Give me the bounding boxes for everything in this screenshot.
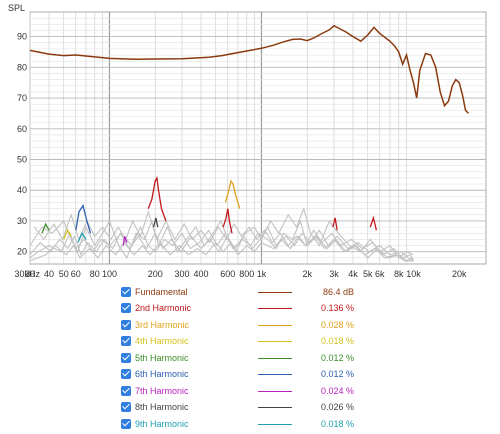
legend-swatch	[258, 325, 292, 326]
gray-trace	[29, 206, 414, 260]
legend-value: 0.028 %	[320, 320, 354, 330]
legend-swatch	[258, 424, 292, 425]
y-tick-label: 70	[17, 93, 27, 103]
series-layer	[29, 24, 470, 246]
legend-row-5th-harmonic[interactable]: 5th Harmonic 0.012 %	[0, 351, 500, 367]
6th-harmonic-line	[75, 203, 92, 234]
legend-label: 2nd Harmonic	[135, 303, 192, 313]
legend-value: 0.026 %	[320, 402, 354, 412]
legend-swatch	[258, 341, 292, 342]
8th-harmonic-checkbox[interactable]	[121, 402, 131, 412]
9th-harmonic-line	[77, 231, 87, 243]
legend-value: 0.012 %	[320, 369, 354, 379]
y-axis-title: SPL	[8, 3, 25, 13]
legend-value: 0.024 %	[320, 386, 354, 396]
legend-swatch	[258, 407, 292, 408]
x-tick-label: 10k	[406, 269, 421, 279]
y-ticks: 20 30 40 50 60 70 80 90	[17, 32, 27, 257]
2nd-harmonic-peak	[332, 217, 338, 231]
x-tick-label: 200	[148, 269, 163, 279]
legend-value: 0.136 %	[320, 303, 354, 313]
x-tick-label: 600	[220, 269, 235, 279]
plot-frame	[29, 11, 487, 265]
legend-row-2nd-harmonic[interactable]: 2nd Harmonic 0.136 %	[0, 301, 500, 317]
legend-value: 86.4 dB	[322, 287, 354, 297]
2nd-harmonic-checkbox[interactable]	[121, 303, 131, 313]
gray-trace	[33, 209, 414, 262]
9th-harmonic-checkbox[interactable]	[121, 419, 131, 429]
8th-harmonic-line	[152, 217, 159, 228]
x-tick-label: 400	[193, 269, 208, 279]
x-tick-label: 5k	[363, 269, 373, 279]
3rd-harmonic-checkbox[interactable]	[121, 320, 131, 330]
background-traces	[29, 206, 414, 262]
x-tick-label: 60	[71, 269, 81, 279]
legend-swatch	[258, 391, 292, 392]
legend-row-9th-harmonic[interactable]: 9th Harmonic 0.018 %	[0, 417, 500, 433]
7th-harmonic-line	[122, 236, 128, 246]
x-tick-label: 800	[239, 269, 254, 279]
4th-harmonic-line	[63, 228, 72, 240]
x-tick-label: 20k	[452, 269, 467, 279]
x-tick-label: 100	[102, 269, 117, 279]
legend-row-7th-harmonic[interactable]: 7th Harmonic 0.024 %	[0, 384, 500, 400]
legend-row-fundamental[interactable]: Fundamental 86.4 dB	[0, 285, 500, 301]
legend-label: 4th Harmonic	[135, 336, 189, 346]
y-tick-label: 80	[17, 62, 27, 72]
legend-value: 0.018 %	[320, 419, 354, 429]
x-tick-label: 300	[174, 269, 189, 279]
legend-swatch	[258, 358, 292, 359]
x-tick-label: 30	[25, 269, 35, 279]
x-tick-label: 30kHz	[14, 269, 40, 279]
x-tick-label: 80	[90, 269, 100, 279]
y-tick-label: 40	[17, 185, 27, 195]
x-tick-label: 6k	[375, 269, 385, 279]
5th-harmonic-checkbox[interactable]	[121, 353, 131, 363]
legend-swatch	[258, 374, 292, 375]
fundamental-line	[29, 24, 470, 114]
x-tick-label: 3k	[329, 269, 339, 279]
legend-row-8th-harmonic[interactable]: 8th Harmonic 0.026 %	[0, 400, 500, 416]
5th-harmonic-line	[41, 222, 50, 234]
y-tick-label: 60	[17, 124, 27, 134]
gray-trace	[29, 225, 414, 262]
grid	[29, 11, 487, 265]
x-tick-label: 8k	[394, 269, 404, 279]
4th-harmonic-checkbox[interactable]	[121, 336, 131, 346]
fundamental-checkbox[interactable]	[121, 287, 131, 297]
legend-swatch	[258, 308, 292, 309]
gray-trace	[29, 229, 414, 262]
2nd-harmonic-peak	[369, 215, 378, 231]
x-tick-label: 50	[59, 269, 69, 279]
2nd-harmonic-peak	[222, 208, 233, 234]
legend-row-4th-harmonic[interactable]: 4th Harmonic 0.018 %	[0, 334, 500, 350]
y-tick-label: 50	[17, 155, 27, 165]
2nd-harmonic-line	[147, 175, 167, 222]
legend-label: 8th Harmonic	[135, 402, 189, 412]
legend-value: 0.018 %	[320, 336, 354, 346]
legend-label: 6th Harmonic	[135, 369, 189, 379]
3rd-harmonic-line	[224, 179, 241, 209]
legend-label: 9th Harmonic	[135, 419, 189, 429]
legend-row-6th-harmonic[interactable]: 6th Harmonic 0.012 %	[0, 367, 500, 383]
legend-label: 5th Harmonic	[135, 353, 189, 363]
legend-label: 3rd Harmonic	[135, 320, 190, 330]
legend-label: 7th Harmonic	[135, 386, 189, 396]
x-tick-label: 1k	[257, 269, 267, 279]
legend-swatch	[258, 292, 292, 293]
6th-harmonic-checkbox[interactable]	[121, 369, 131, 379]
x-tick-label: 2k	[302, 269, 312, 279]
y-tick-label: 30	[17, 216, 27, 226]
y-tick-label: 90	[17, 32, 27, 42]
legend-row-3rd-harmonic[interactable]: 3rd Harmonic 0.028 %	[0, 318, 500, 334]
x-tick-label: 4k	[348, 269, 358, 279]
x-tick-label: 40	[44, 269, 54, 279]
x-ticks: 30 40 50 60 80 100 200 300 400 600 800 1k 2k 3k 4k 5k 6k…	[14, 269, 467, 279]
legend-value: 0.012 %	[320, 353, 354, 363]
legend-label: Fundamental	[135, 287, 188, 297]
y-tick-label: 20	[17, 247, 27, 257]
7th-harmonic-checkbox[interactable]	[121, 386, 131, 396]
